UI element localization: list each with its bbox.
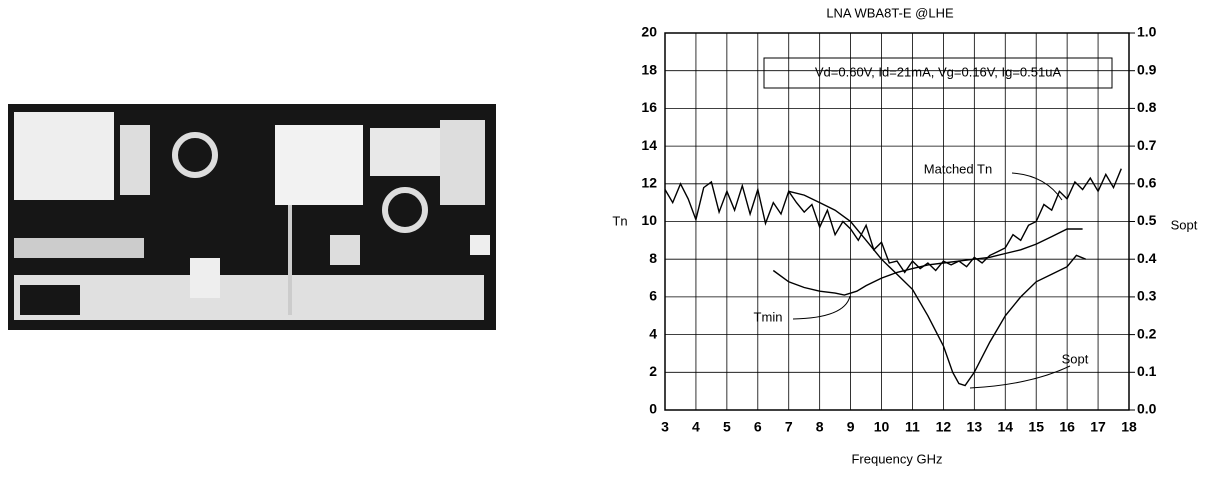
x-tick-label: 8 [816, 419, 824, 435]
x-tick-label: 15 [1028, 419, 1044, 435]
x-tick-label: 12 [936, 419, 952, 435]
annotation-arrow [970, 366, 1070, 388]
series-label: Sopt [1062, 351, 1089, 366]
y-tick-label: 4 [649, 325, 657, 341]
annotation-arrow [793, 296, 850, 319]
y2-tick-label: 0.1 [1137, 363, 1157, 379]
series-line [665, 169, 1121, 273]
y-tick-label: 0 [649, 401, 657, 417]
page: {"chart_data":{"type":"line","title":"LN… [0, 0, 1212, 478]
y-tick-label: 18 [641, 61, 657, 77]
x-tick-label: 13 [967, 419, 983, 435]
x-axis-label: Frequency GHz [851, 451, 942, 466]
y-tick-label: 6 [649, 288, 657, 304]
y2-tick-label: 0.3 [1137, 288, 1157, 304]
y2-tick-label: 0.2 [1137, 325, 1157, 341]
series-label: Matched Tn [924, 161, 992, 176]
x-tick-label: 4 [692, 419, 700, 435]
x-tick-label: 9 [847, 419, 855, 435]
x-tick-label: 10 [874, 419, 890, 435]
figure: LNA WBA8T-E @LHE Tn Sopt Frequency GHz V… [0, 0, 1212, 473]
y-tick-label: 8 [649, 250, 657, 266]
x-tick-label: 5 [723, 419, 731, 435]
x-tick-label: 14 [997, 419, 1013, 435]
x-tick-label: 6 [754, 419, 762, 435]
y-axis-label: Tn [612, 213, 627, 228]
chip-photo [8, 104, 496, 330]
x-tick-label: 16 [1059, 419, 1075, 435]
y-tick-label: 20 [641, 24, 657, 40]
series-line [789, 191, 1086, 385]
x-tick-label: 11 [905, 419, 920, 435]
y2-tick-label: 0.6 [1137, 175, 1157, 191]
y2-tick-label: 0.4 [1137, 250, 1157, 266]
y-tick-label: 2 [649, 363, 657, 379]
y2-axis-label: Sopt [1171, 217, 1198, 232]
x-tick-label: 7 [785, 419, 793, 435]
y2-tick-label: 0.5 [1137, 212, 1157, 228]
y2-tick-label: 0.9 [1137, 61, 1157, 77]
chart-title: LNA WBA8T-E @LHE [826, 5, 954, 20]
y2-tick-label: 0.7 [1137, 137, 1157, 153]
x-tick-label: 17 [1090, 419, 1106, 435]
annotation-arrow [1012, 173, 1062, 200]
y-tick-label: 12 [641, 175, 657, 191]
x-tick-label: 3 [661, 419, 669, 435]
y-tick-label: 16 [641, 99, 657, 115]
y2-tick-label: 0.8 [1137, 99, 1157, 115]
x-tick-label: 18 [1121, 419, 1137, 435]
conditions: Vd=0.60V, Id=21mA, Vg=0.16V, Ig=0.51uA [815, 64, 1062, 79]
y2-tick-label: 1.0 [1137, 24, 1157, 40]
y-tick-label: 14 [641, 137, 657, 153]
y-tick-label: 10 [641, 212, 657, 228]
y2-tick-label: 0.0 [1137, 401, 1157, 417]
